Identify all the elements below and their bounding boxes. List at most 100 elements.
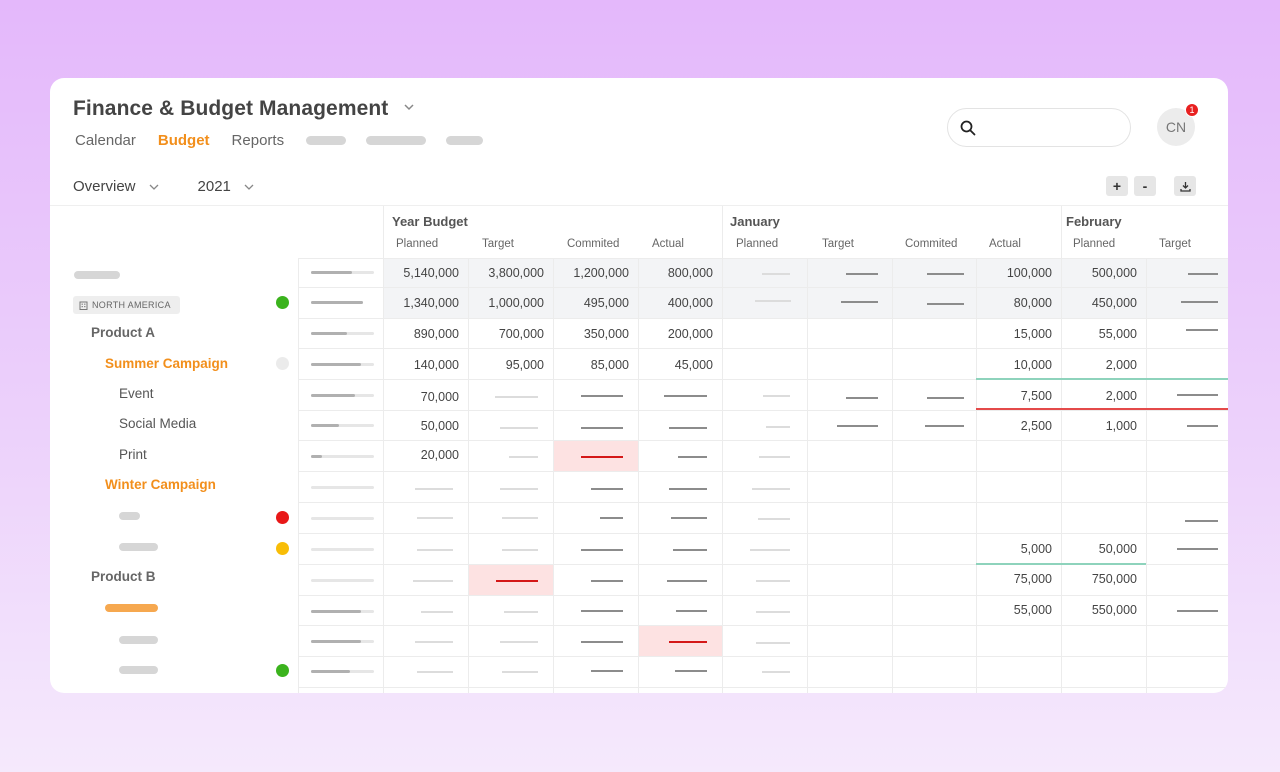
cell-jan-actual[interactable]: 15,000 (1013, 327, 1052, 341)
empty-value-dash (1177, 610, 1218, 612)
download-icon (1179, 181, 1191, 192)
tree-item-product-b[interactable]: Product B (91, 569, 156, 584)
cell-feb-planned[interactable]: 500,000 (1091, 266, 1137, 280)
over-budget-dash (496, 580, 538, 582)
cell-yb-planned[interactable]: 140,000 (413, 358, 459, 372)
cell-yb-committed[interactable]: 350,000 (583, 327, 629, 341)
cell-feb-planned[interactable]: 450,000 (1091, 296, 1137, 310)
cell-feb-planned[interactable]: 2,000 (1105, 358, 1137, 372)
cell-jan-actual[interactable]: 55,000 (1013, 603, 1052, 617)
cell-yb-planned[interactable]: 70,000 (420, 390, 459, 404)
cell-feb-planned[interactable]: 50,000 (1098, 542, 1137, 556)
tree-item-event[interactable]: Event (119, 386, 154, 401)
cell-feb-planned[interactable]: 1,000 (1105, 419, 1137, 433)
tree-item-product-a[interactable]: Product A (91, 325, 155, 340)
cell-yb-committed[interactable]: 85,000 (590, 358, 629, 372)
grid-line (298, 471, 1228, 472)
grid-line (807, 259, 808, 693)
cell-feb-planned[interactable]: 55,000 (1098, 327, 1137, 341)
chevron-down-icon[interactable] (402, 100, 416, 114)
cell-jan-actual[interactable]: 5,000 (1020, 542, 1052, 556)
empty-value-dash (502, 671, 538, 673)
cell-jan-actual[interactable]: 80,000 (1013, 296, 1052, 310)
cell-yb-actual[interactable]: 400,000 (667, 296, 713, 310)
empty-value-dash (669, 488, 707, 490)
cell-yb-planned[interactable]: 5,140,000 (403, 266, 459, 280)
progress-bar (311, 486, 374, 489)
grid-line (298, 318, 1228, 319)
cell-jan-actual[interactable]: 10,000 (1013, 358, 1052, 372)
avatar[interactable]: CN 1 (1157, 103, 1199, 146)
cell-yb-planned[interactable]: 890,000 (413, 327, 459, 341)
progress-bar (311, 670, 374, 673)
tree-placeholder[interactable] (119, 543, 158, 551)
cell-jan-actual[interactable]: 2,500 (1020, 419, 1052, 433)
cell-yb-target[interactable]: 3,800,000 (488, 266, 544, 280)
chevron-down-icon (244, 184, 254, 190)
tree-item-print[interactable]: Print (119, 447, 147, 462)
zoom-out-button[interactable]: - (1134, 176, 1156, 196)
status-dot-yellow (276, 542, 289, 555)
grid-line (722, 206, 723, 693)
empty-value-dash (756, 642, 790, 644)
tab-calendar[interactable]: Calendar (75, 132, 136, 149)
view-select[interactable]: Overview (73, 178, 160, 195)
cell-jan-actual[interactable]: 75,000 (1013, 572, 1052, 586)
tree-placeholder[interactable] (105, 604, 158, 612)
cell-yb-target[interactable]: 95,000 (505, 358, 544, 372)
tree-placeholder[interactable] (74, 271, 120, 279)
cell-yb-planned[interactable]: 1,340,000 (403, 296, 459, 310)
download-button[interactable] (1174, 176, 1196, 196)
grid-line (298, 348, 1228, 349)
tree-placeholder[interactable] (119, 666, 158, 674)
cell-yb-committed[interactable]: 495,000 (583, 296, 629, 310)
cell-yb-target[interactable]: 700,000 (498, 327, 544, 341)
cell-feb-planned[interactable]: 750,000 (1091, 572, 1137, 586)
cell-jan-actual[interactable]: 100,000 (1006, 266, 1052, 280)
grid-line (298, 625, 1228, 626)
empty-value-dash (837, 425, 878, 427)
progress-bar (311, 271, 374, 274)
tree-placeholder[interactable] (119, 512, 140, 520)
search-input[interactable] (947, 108, 1131, 147)
empty-value-dash (509, 456, 538, 458)
year-select[interactable]: 2021 (198, 178, 255, 195)
grid-line (298, 533, 1228, 534)
zoom-in-button[interactable]: + (1106, 176, 1128, 196)
tree-item-summer-campaign[interactable]: Summer Campaign (105, 356, 229, 371)
empty-value-dash (504, 611, 538, 613)
progress-bar (311, 640, 374, 643)
cell-yb-actual[interactable]: 45,000 (674, 358, 713, 372)
empty-value-dash (762, 671, 790, 673)
cell-yb-committed[interactable]: 1,200,000 (573, 266, 629, 280)
tab-reports[interactable]: Reports (231, 132, 285, 149)
view-select-value: Overview (73, 178, 136, 195)
subheader-planned: Planned (1073, 238, 1116, 250)
empty-value-dash (676, 610, 707, 612)
empty-value-dash (678, 456, 707, 458)
empty-value-dash (581, 395, 623, 397)
tree-item-winter-campaign[interactable]: Winter Campaign (105, 477, 216, 492)
cell-yb-actual[interactable]: 200,000 (667, 327, 713, 341)
cell-jan-actual[interactable]: 7,500 (1020, 389, 1052, 403)
cell-yb-planned[interactable]: 20,000 (420, 448, 459, 462)
empty-value-dash (500, 488, 538, 490)
empty-value-dash (417, 549, 453, 551)
grid-line (298, 595, 1228, 596)
tab-placeholder[interactable] (306, 136, 347, 145)
cell-yb-target[interactable]: 1,000,000 (488, 296, 544, 310)
main-nav: Calendar Budget Reports (75, 132, 503, 149)
subheader-target: Target (1159, 238, 1191, 250)
empty-value-dash (758, 518, 790, 520)
tab-placeholder[interactable] (446, 136, 484, 145)
avatar-initials: CN (1165, 119, 1187, 135)
tab-placeholder[interactable] (366, 136, 427, 145)
cell-feb-planned[interactable]: 550,000 (1091, 603, 1137, 617)
tree-placeholder[interactable] (119, 636, 158, 644)
tab-budget[interactable]: Budget (157, 132, 210, 149)
empty-value-dash (669, 427, 707, 429)
tree-item-social-media[interactable]: Social Media (119, 416, 197, 431)
cell-yb-planned[interactable]: 50,000 (420, 419, 459, 433)
cell-yb-actual[interactable]: 800,000 (667, 266, 713, 280)
cell-feb-planned[interactable]: 2,000 (1105, 389, 1137, 403)
